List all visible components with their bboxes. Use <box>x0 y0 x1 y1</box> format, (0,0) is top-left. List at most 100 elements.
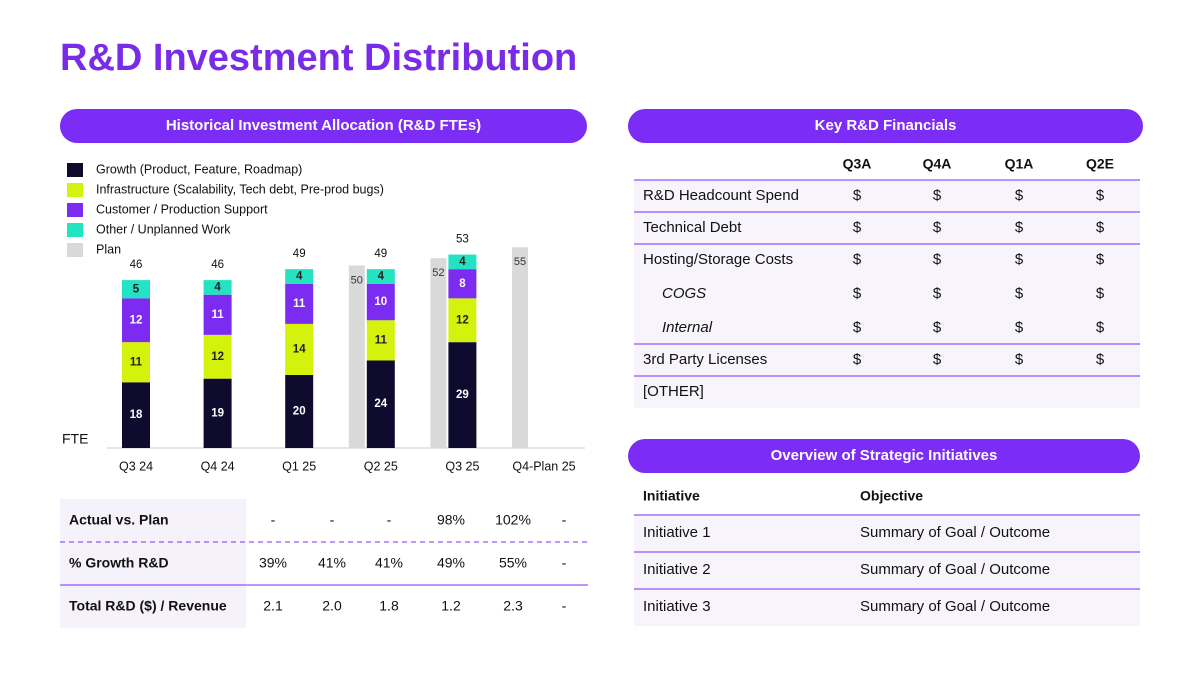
segment-label: 11 <box>130 356 143 368</box>
cell: $ <box>853 251 862 268</box>
legend-label: Growth (Product, Feature, Roadmap) <box>96 162 302 176</box>
row-label: [OTHER] <box>643 383 704 400</box>
plan-bar <box>430 258 447 448</box>
cell: 102% <box>495 512 531 528</box>
axis-label: FTE <box>62 431 88 447</box>
section-title: Historical Investment Allocation (R&D FT… <box>166 117 481 134</box>
row-label: Internal <box>662 319 713 336</box>
column-header: Objective <box>860 488 923 504</box>
x-tick-label: Q2 25 <box>364 459 398 473</box>
cell: - <box>387 512 392 528</box>
cell: 98% <box>437 512 465 528</box>
cell: Initiative 2 <box>643 561 711 578</box>
cell: $ <box>1015 251 1024 268</box>
total-label: 46 <box>211 259 224 271</box>
cell: $ <box>1015 351 1024 368</box>
bar-segment <box>285 269 314 284</box>
bar-segment <box>366 320 395 361</box>
segment-label: 12 <box>130 314 143 326</box>
bar-segment <box>122 382 150 448</box>
cell: $ <box>853 187 862 204</box>
cell: $ <box>933 319 942 336</box>
bar-segment <box>448 254 477 270</box>
cell: - <box>562 512 567 528</box>
row-label: 3rd Party Licenses <box>643 351 767 368</box>
bar-segment <box>203 378 232 448</box>
column-header: Q2E <box>1086 156 1114 172</box>
legend-label: Infrastructure (Scalability, Tech debt, … <box>96 182 384 196</box>
bar-segment <box>285 375 314 448</box>
cell: $ <box>853 285 862 302</box>
plan-label: 52 <box>432 267 444 279</box>
bar-segment <box>366 283 395 321</box>
row-label: COGS <box>662 285 706 302</box>
total-label: 49 <box>293 248 306 260</box>
cell: 49% <box>437 555 465 571</box>
cell: 1.2 <box>441 598 461 614</box>
total-label: 53 <box>456 234 469 246</box>
row-label: Total R&D ($) / Revenue <box>69 598 227 614</box>
column-header: Q1A <box>1005 156 1034 172</box>
cell: Summary of Goal / Outcome <box>860 598 1050 615</box>
cell: - <box>271 512 276 528</box>
x-tick-label: Q1 25 <box>282 459 316 473</box>
x-tick-label: Q3 24 <box>119 459 153 473</box>
total-label: 49 <box>374 248 387 260</box>
segment-label: 12 <box>211 351 224 363</box>
segment-label: 8 <box>459 278 466 290</box>
row-label: R&D Headcount Spend <box>643 187 799 204</box>
segment-label: 19 <box>211 407 224 419</box>
x-tick-label: Q3 25 <box>445 459 479 473</box>
cell: $ <box>1096 251 1105 268</box>
bar-segment <box>122 280 150 299</box>
legend-swatch <box>67 163 83 177</box>
legend-label: Customer / Production Support <box>96 202 268 216</box>
plan-bar <box>348 265 365 448</box>
bar-segment <box>122 298 150 343</box>
cell: $ <box>1096 319 1105 336</box>
cell: - <box>562 598 567 614</box>
cell: 2.3 <box>503 598 523 614</box>
column-header: Q3A <box>843 156 872 172</box>
section-title: Key R&D Financials <box>815 117 957 134</box>
label-column <box>60 499 246 628</box>
row-label: % Growth R&D <box>69 555 169 571</box>
cell: 39% <box>259 555 287 571</box>
cell: $ <box>853 219 862 236</box>
cell: Initiative 1 <box>643 524 711 541</box>
segment-label: 20 <box>293 406 306 418</box>
cell: $ <box>1096 285 1105 302</box>
cell: $ <box>933 187 942 204</box>
cell: $ <box>853 351 862 368</box>
cell: $ <box>933 219 942 236</box>
segment-label: 11 <box>212 309 225 321</box>
bar-segment <box>285 323 314 375</box>
segment-label: 4 <box>214 281 221 293</box>
legend-label: Plan <box>96 242 121 256</box>
bar-segment <box>448 342 477 448</box>
row-label: Hosting/Storage Costs <box>643 251 793 268</box>
segment-label: 14 <box>293 343 306 355</box>
legend-swatch <box>67 223 83 237</box>
cell: 2.1 <box>263 598 283 614</box>
cell: 1.8 <box>379 598 399 614</box>
segment-label: 4 <box>296 270 303 282</box>
cell: Summary of Goal / Outcome <box>860 524 1050 541</box>
segment-label: 12 <box>456 314 469 326</box>
segment-label: 4 <box>459 256 466 268</box>
bar-segment <box>203 334 232 379</box>
segment-label: 11 <box>375 334 388 346</box>
segment-label: 5 <box>133 283 140 295</box>
plan-bar <box>512 247 528 448</box>
bar-segment <box>366 269 395 284</box>
x-tick-label: Q4-Plan 25 <box>512 459 575 473</box>
slide-title: R&D Investment Distribution <box>60 37 577 79</box>
legend-swatch <box>67 203 83 217</box>
cell: $ <box>933 251 942 268</box>
cell: 2.0 <box>322 598 342 614</box>
legend-swatch <box>67 183 83 197</box>
segment-label: 10 <box>374 296 387 308</box>
section-title: Overview of Strategic Initiatives <box>771 447 998 464</box>
cell: 41% <box>318 555 346 571</box>
